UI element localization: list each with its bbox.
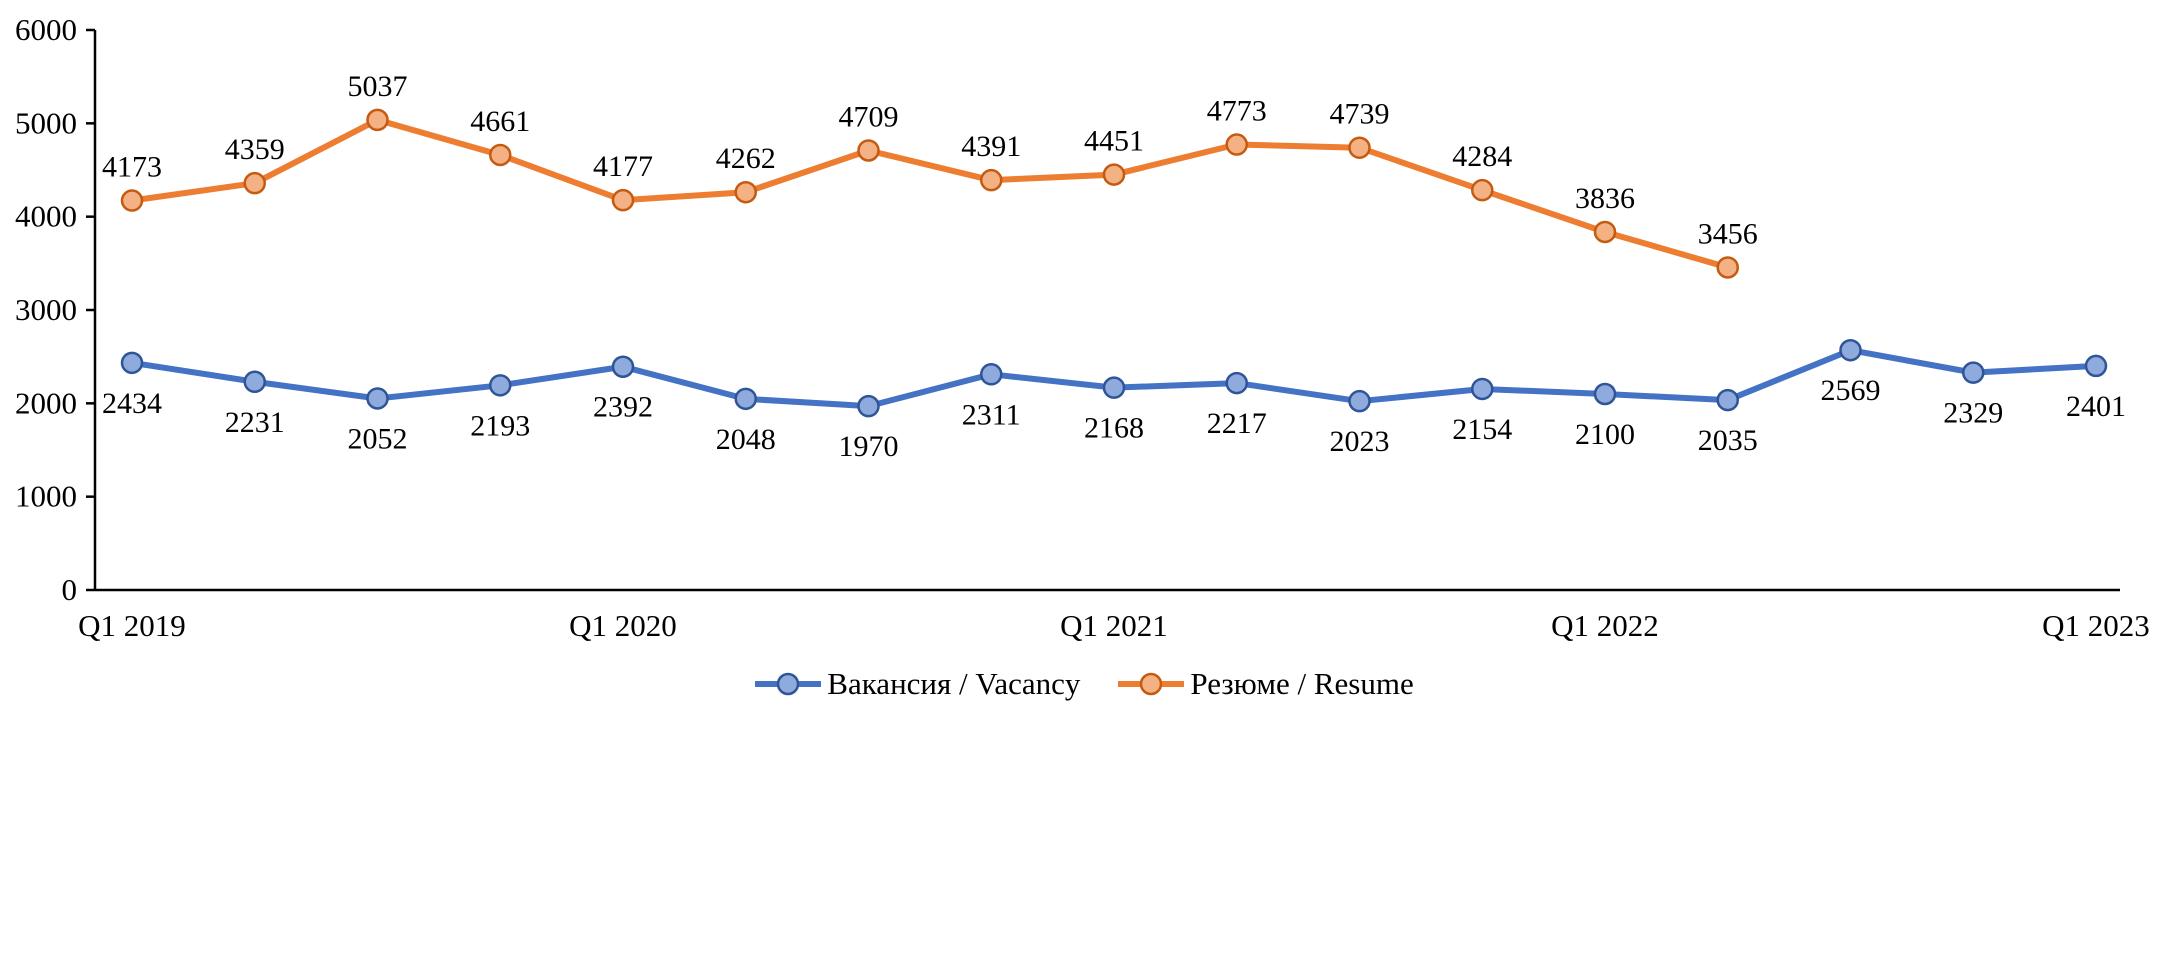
legend-item-resume: Резюме / Resume (1116, 666, 1414, 702)
y-tick-label: 2000 (15, 385, 77, 420)
y-tick-label: 1000 (15, 479, 77, 514)
data-label-resume: 5037 (348, 70, 408, 103)
data-point-vacancy (1962, 361, 1985, 384)
data-label-vacancy: 2569 (1821, 374, 1881, 407)
data-label-resume: 4262 (716, 142, 776, 175)
x-tick-label: Q1 2021 (1060, 608, 1168, 643)
legend-marker-vacancy (753, 670, 823, 698)
y-tick-label: 3000 (15, 292, 77, 327)
y-tick-label: 5000 (15, 105, 77, 140)
y-tick-label: 4000 (15, 199, 77, 234)
data-point-resume (120, 189, 144, 212)
data-point-vacancy (1471, 377, 1494, 401)
data-point-vacancy (1593, 382, 1617, 406)
data-label-resume: 4709 (839, 100, 899, 133)
data-point-resume (1716, 256, 1739, 279)
x-tick-label: Q1 2020 (569, 608, 677, 643)
y-tick-label: 0 (62, 572, 78, 607)
data-label-vacancy: 2048 (716, 423, 776, 456)
data-label-resume: 4177 (593, 150, 653, 183)
y-tick-label: 6000 (15, 12, 77, 47)
data-label-vacancy: 1970 (839, 430, 899, 463)
data-point-resume (611, 188, 635, 212)
data-label-resume: 4661 (470, 105, 530, 138)
data-label-vacancy: 2035 (1698, 424, 1758, 457)
data-point-vacancy (1716, 388, 1739, 412)
data-point-vacancy (857, 394, 880, 418)
data-label-resume: 4359 (225, 133, 285, 166)
data-label-vacancy: 2193 (470, 409, 530, 442)
data-point-vacancy (366, 387, 389, 410)
data-point-vacancy (1225, 371, 1248, 395)
x-tick-label: Q1 2023 (2042, 608, 2150, 643)
data-point-resume (366, 108, 389, 132)
data-point-resume (857, 139, 880, 162)
data-label-vacancy: 2311 (962, 398, 1021, 431)
legend-item-vacancy: Вакансия / Vacancy (753, 666, 1080, 702)
data-point-resume (1471, 178, 1494, 202)
data-label-resume: 3456 (1698, 217, 1758, 250)
data-point-resume (980, 168, 1003, 192)
data-label-resume: 4451 (1084, 125, 1144, 158)
data-point-vacancy (489, 374, 512, 397)
data-label-vacancy: 2329 (1943, 397, 2003, 430)
data-point-resume (1102, 163, 1126, 186)
chart-legend: Вакансия / Vacancy Резюме / Resume (0, 666, 2167, 702)
x-tick-label: Q1 2022 (1551, 608, 1659, 643)
data-label-vacancy: 2231 (225, 406, 285, 439)
plot-area: 0 1000 2000 3000 4000 5000 6000 Q1 2019 Q1 2020 Q… (15, 12, 2150, 643)
data-point-vacancy (980, 363, 1003, 386)
data-label-resume: 4284 (1452, 140, 1512, 173)
legend-circle-vacancy (777, 672, 800, 696)
data-point-vacancy (734, 387, 757, 411)
legend-circle-resume (1140, 672, 1163, 696)
data-label-vacancy: 2023 (1330, 425, 1390, 458)
data-point-vacancy (611, 355, 635, 378)
data-label-vacancy: 2392 (593, 391, 653, 424)
data-label-vacancy: 2168 (1084, 412, 1144, 445)
data-point-resume (1593, 220, 1617, 244)
data-label-vacancy: 2434 (102, 387, 162, 420)
data-label-resume: 4173 (102, 151, 162, 184)
data-label-vacancy: 2217 (1207, 407, 1267, 440)
data-point-resume (489, 143, 512, 167)
legend-label-vacancy: Вакансия / Vacancy (827, 666, 1081, 701)
data-point-vacancy (1839, 338, 1862, 362)
data-label-vacancy: 2100 (1575, 418, 1635, 451)
data-label-resume: 4391 (961, 130, 1021, 163)
data-point-vacancy (1348, 389, 1371, 413)
series-line-resume (129, 116, 1731, 271)
x-tick-label: Q1 2019 (78, 608, 186, 643)
data-point-vacancy (120, 351, 144, 375)
data-point-vacancy (1102, 376, 1126, 399)
data-point-resume (1225, 133, 1248, 156)
data-label-vacancy: 2401 (2066, 390, 2126, 423)
data-point-vacancy (243, 370, 266, 394)
data-point-resume (734, 180, 757, 204)
data-label-resume: 3836 (1575, 182, 1635, 215)
legend-label-resume: Резюме / Resume (1190, 666, 1414, 701)
data-label-resume: 4773 (1207, 95, 1267, 128)
data-label-resume: 4739 (1330, 98, 1390, 131)
data-point-resume (243, 171, 266, 195)
data-point-resume (1348, 136, 1371, 159)
data-point-vacancy (2084, 354, 2108, 378)
data-label-vacancy: 2052 (348, 422, 408, 455)
legend-marker-resume (1116, 670, 1186, 698)
data-label-vacancy: 2154 (1452, 413, 1512, 446)
